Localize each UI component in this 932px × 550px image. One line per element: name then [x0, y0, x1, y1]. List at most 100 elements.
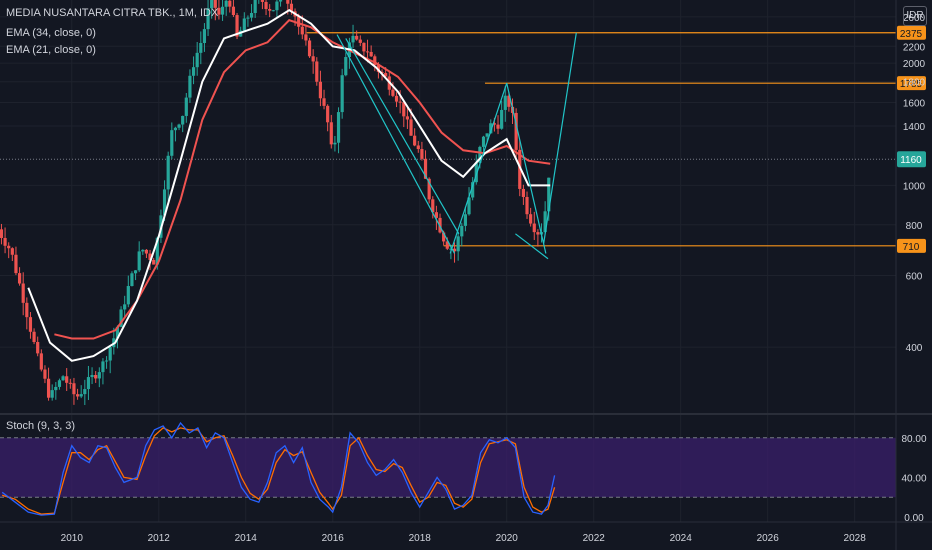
candle-body [170, 130, 174, 156]
level-tag-label: 1785 [900, 79, 923, 90]
candle-body [297, 16, 301, 27]
candle-body [333, 142, 337, 145]
candle-body [496, 124, 500, 129]
candle-body [137, 251, 141, 271]
candle-body [489, 123, 493, 134]
candle-body [115, 326, 120, 339]
candle-body [304, 34, 308, 41]
candle-body [39, 353, 43, 370]
level-tag [897, 25, 926, 40]
time-tick-label: 2016 [322, 533, 345, 544]
candle-body [65, 376, 69, 383]
candle-body [380, 71, 384, 74]
candle-body [525, 196, 529, 215]
candle-body [307, 40, 312, 57]
candle-body [54, 386, 58, 391]
candle-body [460, 225, 464, 237]
candle-body [373, 56, 377, 66]
candle-body [61, 376, 65, 381]
candle-body [413, 135, 417, 146]
candle-body [456, 236, 460, 252]
candle-body [500, 109, 504, 129]
stoch-tick-label: 0.00 [904, 513, 924, 524]
candle-series [0, 0, 551, 406]
pattern-lines [336, 32, 577, 260]
candle-body [199, 42, 203, 53]
time-tick-label: 2022 [583, 533, 606, 544]
pattern-line [515, 233, 549, 260]
price-grid [0, 0, 896, 522]
candle-body [271, 10, 275, 12]
candle-body [318, 81, 323, 99]
candle-body [300, 26, 304, 35]
candle-body [289, 3, 294, 12]
ema-34-legend: EMA (34, close, 0) [6, 27, 96, 39]
candle-body [492, 123, 496, 125]
candle-body [191, 67, 196, 76]
price-tick-label: 1000 [903, 181, 926, 192]
candle-body [326, 105, 330, 123]
candle-body [224, 0, 228, 7]
candle-body [213, 0, 217, 8]
candle-body [90, 374, 94, 378]
horizontal-levels: 2375 1785 710 1160 [0, 25, 926, 253]
candle-body [130, 273, 134, 287]
time-tick-label: 2026 [757, 533, 780, 544]
price-tick-label: 2000 [903, 59, 926, 70]
candle-body [83, 389, 87, 395]
level-tag [897, 76, 926, 91]
candle-body [416, 145, 420, 150]
candle-body [536, 232, 540, 235]
candle-body [242, 18, 246, 31]
candle-body [518, 149, 522, 189]
candle-body [72, 383, 76, 395]
candle-body [478, 146, 482, 163]
time-tick-label: 2018 [409, 533, 432, 544]
candle-body [68, 382, 72, 384]
pattern-line [543, 32, 577, 244]
candle-body [278, 0, 283, 2]
candle-body [445, 241, 449, 249]
candle-body [391, 89, 395, 96]
candle-body [144, 249, 149, 254]
candle-body [57, 380, 62, 387]
candle-body [220, 6, 225, 15]
candle-body [7, 245, 11, 249]
candle-body [253, 0, 257, 14]
candle-body [529, 214, 533, 224]
candle-body [398, 101, 402, 103]
candle-body [217, 7, 221, 15]
candle-body [97, 372, 101, 379]
candle-body [104, 360, 109, 362]
candle-body [25, 302, 29, 318]
price-tick-label: 2600 [903, 13, 926, 24]
axis-labels: 2600 2200 2000 1800 1600 1400 1000 800 600 400 201… [61, 13, 927, 544]
time-tick-label: 2028 [844, 533, 867, 544]
candle-body [184, 97, 188, 116]
candle-body [402, 102, 406, 117]
candle-body [202, 29, 207, 43]
candle-body [315, 61, 319, 82]
symbol-title: MEDIA NUSANTARA CITRA TBK., 1M, IDX [6, 7, 219, 19]
candle-body [235, 15, 239, 37]
candle-body [264, 1, 268, 10]
currency-badge[interactable]: IDR [903, 6, 927, 26]
candle-body [188, 75, 192, 98]
stoch-band-fill [0, 437, 896, 498]
candle-body [351, 35, 355, 43]
pattern-line [345, 38, 460, 235]
candle-body [50, 390, 54, 398]
candle-body [394, 95, 399, 102]
candle-body [94, 374, 98, 379]
candle-body [141, 249, 145, 252]
pattern-line [336, 34, 456, 254]
candle-body [75, 394, 80, 397]
candle-body [362, 42, 366, 52]
level-tag-label: 710 [903, 242, 920, 253]
candle-body [376, 65, 381, 72]
candle-body [471, 182, 475, 198]
candle-body [133, 270, 138, 274]
last-price-tag [897, 151, 926, 168]
